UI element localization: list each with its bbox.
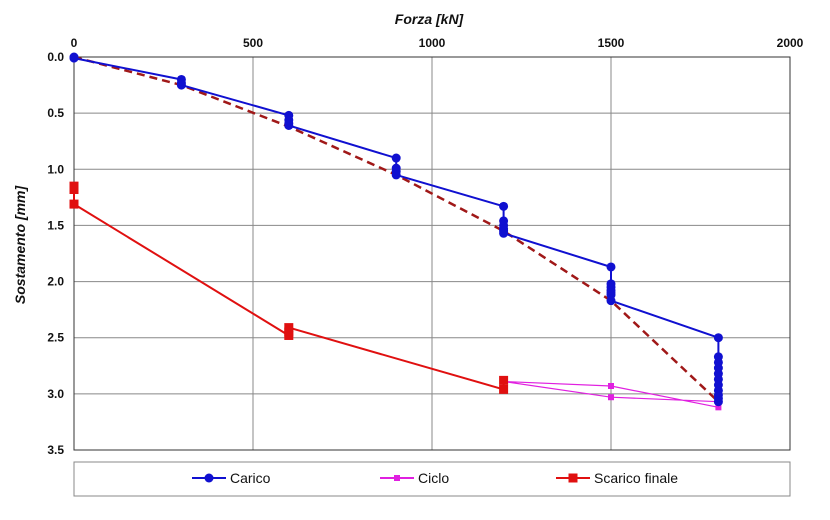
data-point xyxy=(606,262,616,272)
data-point xyxy=(391,153,401,163)
grid xyxy=(73,56,791,451)
data-point xyxy=(499,384,509,394)
series-0 xyxy=(69,52,723,407)
legend-marker xyxy=(394,475,400,481)
data-point xyxy=(715,404,722,411)
y-tick-label: 3.0 xyxy=(47,387,64,401)
data-point xyxy=(176,80,186,90)
data-point xyxy=(499,228,509,238)
y-tick-label: 0.5 xyxy=(47,106,64,120)
y-tick-label: 2.0 xyxy=(47,275,64,289)
data-point xyxy=(69,181,79,191)
y-tick-label: 0.0 xyxy=(47,50,64,64)
legend-item: Carico xyxy=(192,470,271,486)
legend: Carico Ciclo Scarico finale xyxy=(192,470,678,486)
data-point xyxy=(499,375,509,385)
series-3 xyxy=(69,181,509,394)
data-point xyxy=(606,296,616,306)
y-tick-label: 3.5 xyxy=(47,443,64,457)
data-point xyxy=(69,53,79,63)
legend-label: Carico xyxy=(230,470,271,486)
x-axis-title: Forza [kN] xyxy=(395,11,465,27)
legend-marker xyxy=(204,473,214,483)
series-layer xyxy=(69,52,723,411)
x-tick-label: 2000 xyxy=(777,36,804,50)
data-point xyxy=(284,120,294,130)
plot-border xyxy=(73,56,791,451)
legend-label: Scarico finale xyxy=(594,470,678,486)
data-point xyxy=(499,201,509,211)
y-tick-labels: 0.0 0.5 1.0 1.5 2.0 2.5 3.0 3.5 xyxy=(47,50,64,457)
y-axis-title: Sostamento [mm] xyxy=(12,185,28,305)
data-point xyxy=(284,330,294,340)
y-tick-label: 1.5 xyxy=(47,218,64,232)
data-point xyxy=(608,394,614,401)
x-tick-label: 1000 xyxy=(419,36,446,50)
data-point xyxy=(713,333,723,343)
x-tick-labels: 0 500 1000 1500 2000 xyxy=(71,36,804,50)
legend-marker xyxy=(568,473,578,483)
x-tick-label: 500 xyxy=(243,36,263,50)
data-point xyxy=(69,199,79,209)
data-point xyxy=(713,397,723,407)
y-tick-label: 1.0 xyxy=(47,162,64,176)
data-point xyxy=(608,382,614,389)
legend-label: Ciclo xyxy=(418,470,449,486)
y-tick-label: 2.5 xyxy=(47,331,64,345)
x-tick-label: 1500 xyxy=(598,36,625,50)
legend-item: Ciclo xyxy=(380,470,449,486)
data-point xyxy=(391,170,401,180)
legend-item: Scarico finale xyxy=(556,470,678,486)
x-tick-label: 0 xyxy=(71,36,78,50)
